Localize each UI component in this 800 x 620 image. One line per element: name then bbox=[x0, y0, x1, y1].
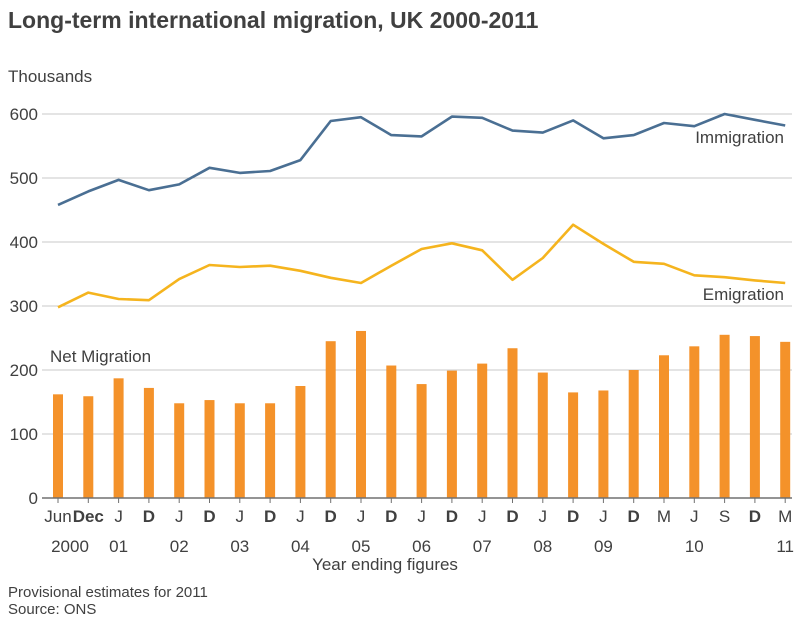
x-tick-label: D bbox=[446, 507, 458, 526]
y-tick-label: 500 bbox=[10, 169, 38, 188]
net-migration-bar bbox=[689, 346, 700, 498]
y-tick-label: 100 bbox=[10, 425, 38, 444]
x-year-label: 10 bbox=[685, 537, 704, 556]
net-migration-bar bbox=[628, 370, 639, 498]
x-tick-label: J bbox=[539, 507, 548, 526]
x-tick-label: Dec bbox=[73, 507, 104, 526]
x-tick-label: D bbox=[264, 507, 276, 526]
x-tick-label: M bbox=[778, 507, 792, 526]
net-migration-bar bbox=[477, 363, 488, 498]
x-year-label: 06 bbox=[412, 537, 431, 556]
x-year-label: 08 bbox=[533, 537, 552, 556]
x-tick-label: J bbox=[478, 507, 487, 526]
x-tick-label: D bbox=[567, 507, 579, 526]
net-migration-bar bbox=[83, 396, 94, 498]
y-tick-label: 600 bbox=[10, 105, 38, 124]
x-year-label: 01 bbox=[109, 537, 128, 556]
x-tick-label: D bbox=[385, 507, 397, 526]
x-tick-label: D bbox=[506, 507, 518, 526]
net-migration-bar bbox=[446, 370, 457, 498]
x-tick-label: J bbox=[357, 507, 366, 526]
net-migration-bar bbox=[143, 387, 154, 498]
x-tick-label: Jun bbox=[44, 507, 71, 526]
net-migration-bar bbox=[780, 341, 791, 498]
y-tick-label: 200 bbox=[10, 361, 38, 380]
net-migration-bar bbox=[234, 403, 245, 498]
net-migration-series-label: Net Migration bbox=[50, 347, 151, 366]
x-tick-label: M bbox=[657, 507, 671, 526]
x-tick-label: J bbox=[236, 507, 245, 526]
x-tick-label: J bbox=[690, 507, 699, 526]
x-tick-label: S bbox=[719, 507, 730, 526]
x-tick-label: J bbox=[114, 507, 123, 526]
x-year-label: 04 bbox=[291, 537, 310, 556]
net-migration-bars bbox=[53, 330, 791, 498]
x-year-label: 05 bbox=[352, 537, 371, 556]
net-migration-bar bbox=[53, 394, 63, 498]
immigration-line bbox=[57, 112, 786, 207]
y-tick-label: 400 bbox=[10, 233, 38, 252]
x-tick-label: D bbox=[143, 507, 155, 526]
x-year-label: 07 bbox=[473, 537, 492, 556]
chart-title: Long-term international migration, UK 20… bbox=[8, 7, 539, 33]
series-lines bbox=[57, 112, 786, 309]
net-migration-bar bbox=[386, 365, 397, 498]
x-year-label: 11 bbox=[776, 537, 794, 556]
net-migration-bar bbox=[719, 334, 730, 498]
net-migration-bar bbox=[749, 336, 760, 498]
x-tick-label: J bbox=[175, 507, 184, 526]
x-year-label: 03 bbox=[230, 537, 249, 556]
net-migration-bar bbox=[265, 403, 276, 498]
x-axis-label: Year ending figures bbox=[312, 555, 458, 574]
x-year-label: 09 bbox=[594, 537, 613, 556]
y-axis-ticks: 0 100 200 300 400 500 600 bbox=[10, 105, 38, 508]
x-tick-label: D bbox=[628, 507, 640, 526]
x-year-label: 02 bbox=[170, 537, 189, 556]
emigration-series-label: Emigration bbox=[703, 285, 784, 304]
x-tick-label: D bbox=[325, 507, 337, 526]
footer-note: Provisional estimates for 2011 bbox=[8, 584, 208, 601]
net-migration-bar bbox=[659, 355, 669, 498]
net-migration-bar bbox=[598, 390, 609, 498]
y-tick-label: 300 bbox=[10, 297, 38, 316]
immigration-series-label: Immigration bbox=[695, 128, 784, 147]
y-tick-label: 0 bbox=[29, 489, 38, 508]
net-migration-bar bbox=[325, 341, 336, 498]
emigration-line bbox=[57, 223, 786, 309]
net-migration-bar bbox=[537, 372, 548, 498]
footer-source: Source: ONS bbox=[8, 601, 96, 618]
net-migration-bar bbox=[174, 403, 185, 498]
net-migration-bar bbox=[204, 400, 215, 498]
net-migration-bar bbox=[507, 348, 518, 498]
net-migration-bar bbox=[356, 330, 366, 498]
x-tick-label: D bbox=[749, 507, 761, 526]
x-year-label: 2000 bbox=[51, 537, 89, 556]
net-migration-bar bbox=[568, 392, 579, 498]
net-migration-bar bbox=[113, 378, 124, 498]
x-tick-label: D bbox=[203, 507, 215, 526]
x-tick-label: J bbox=[417, 507, 426, 526]
net-migration-bar bbox=[416, 384, 427, 498]
x-tick-label: J bbox=[296, 507, 305, 526]
net-migration-bar bbox=[295, 386, 306, 498]
y-axis-unit-label: Thousands bbox=[8, 67, 92, 86]
x-tick-label: J bbox=[599, 507, 608, 526]
